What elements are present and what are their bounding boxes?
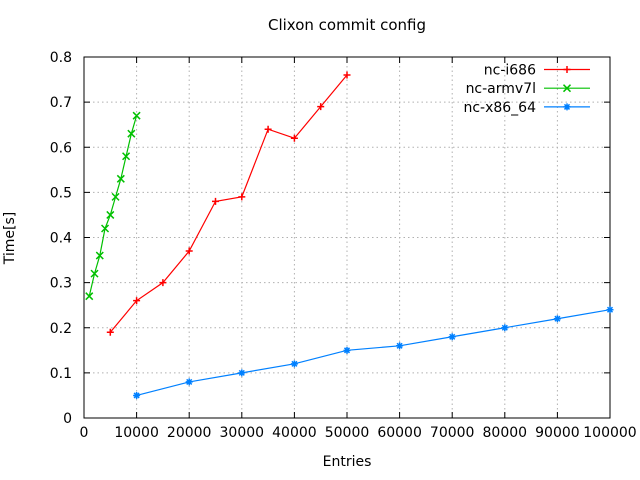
- series-nc-armv7l: [85, 111, 141, 301]
- series-line: [136, 309, 611, 397]
- series-line: [88, 115, 138, 297]
- data-series: [85, 71, 614, 399]
- series-nc-i686: [106, 71, 351, 336]
- y-tick-label: 0: [63, 411, 72, 427]
- legend-entry-nc-x86_64: nc-x86_64: [463, 100, 590, 116]
- series-line: [109, 74, 348, 333]
- y-tick-label: 0.7: [50, 95, 72, 111]
- gridlines: [84, 57, 610, 418]
- legend-entry-nc-armv7l: nc-armv7l: [466, 81, 590, 97]
- y-tick-label: 0.1: [50, 366, 72, 382]
- star-marker-icon: [133, 306, 614, 399]
- plus-marker-icon: [563, 66, 571, 73]
- cross-marker-icon: [562, 84, 572, 93]
- legend: nc-i686 nc-armv7l nc-x86_64: [463, 63, 590, 116]
- legend-entry-nc-i686: nc-i686: [484, 63, 590, 79]
- plus-marker-icon: [106, 71, 351, 336]
- x-tick-label: 30000: [220, 425, 265, 441]
- chart-title: Clixon commit config: [268, 16, 426, 34]
- y-tick-label: 0.8: [50, 50, 72, 66]
- x-tick-label: 20000: [167, 425, 212, 441]
- axis-ticks: [83, 56, 611, 419]
- x-tick-label: 10000: [114, 425, 159, 441]
- cross-marker-icon: [85, 111, 141, 301]
- y-axis-label: Time[s]: [2, 212, 18, 265]
- x-tick-label: 90000: [535, 425, 580, 441]
- legend-label: nc-x86_64: [463, 100, 536, 116]
- x-tick-label: 0: [80, 425, 89, 441]
- legend-label: nc-armv7l: [466, 81, 536, 97]
- x-tick-label: 40000: [272, 425, 317, 441]
- y-tick-label: 0.3: [50, 276, 72, 292]
- y-tick-label: 0.4: [50, 231, 72, 247]
- tick-labels: 0 10000 20000 30000 40000 50000 60000 70000 8000…: [50, 50, 637, 441]
- y-tick-label: 0.5: [50, 185, 72, 201]
- x-tick-label: 80000: [483, 425, 528, 441]
- legend-label: nc-i686: [484, 63, 536, 79]
- x-axis-label: Entries: [323, 454, 372, 470]
- x-tick-label: 50000: [325, 425, 370, 441]
- series-nc-x86_64: [133, 306, 614, 399]
- y-tick-label: 0.6: [50, 140, 72, 156]
- x-tick-label: 70000: [430, 425, 475, 441]
- x-tick-label: 60000: [377, 425, 422, 441]
- x-tick-label: 100000: [583, 425, 636, 441]
- star-marker-icon: [563, 103, 571, 111]
- y-tick-label: 0.2: [50, 321, 72, 337]
